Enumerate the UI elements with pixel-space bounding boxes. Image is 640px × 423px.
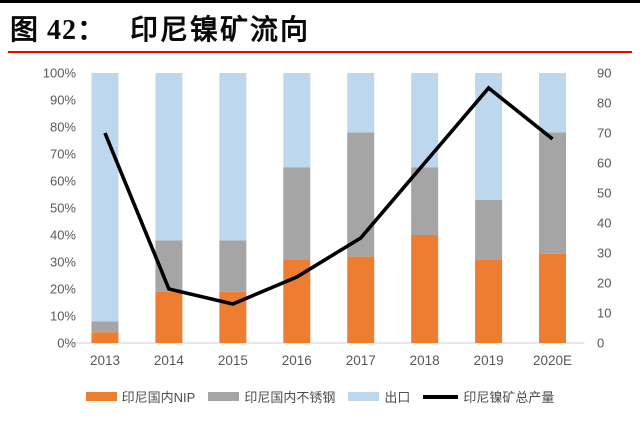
bar-segment [283, 167, 311, 260]
bar-segment [91, 332, 119, 343]
red-underline-rule [8, 51, 632, 53]
y-axis-right-tick: 10 [597, 306, 611, 321]
y-axis-left-tick: 50% [50, 201, 76, 216]
x-axis-label: 2017 [346, 353, 376, 368]
y-axis-right-tick: 70 [597, 126, 611, 141]
legend-label-stainless: 印尼国内不锈钢 [244, 390, 336, 405]
y-axis-left-tick: 40% [50, 228, 76, 243]
bar-segment [539, 132, 567, 254]
x-axis-label: 2015 [218, 353, 248, 368]
bar-segment [475, 73, 503, 200]
bar-segment [347, 73, 375, 133]
legend-label-production: 印尼镍矿总产量 [463, 390, 555, 405]
y-axis-right-tick: 0 [597, 336, 604, 351]
bar-segment [475, 199, 503, 260]
stainless-swatch-icon [208, 392, 240, 401]
legend-label-nip: 印尼国内NIP [121, 390, 196, 405]
bar-segment [347, 256, 375, 343]
bar-segment [539, 73, 567, 133]
y-axis-left-tick: 70% [50, 147, 76, 162]
legend-item-production-line: 印尼镍矿总产量 [423, 387, 554, 406]
chart-legend: 印尼国内NIP 印尼国内不锈钢 出口 印尼镍矿总产量 [0, 387, 640, 406]
bar-segment [219, 73, 247, 241]
x-axis-label: 2018 [410, 353, 440, 368]
top-rule [0, 0, 640, 3]
figure-header: 图 42： 印尼镍矿流向 [10, 8, 632, 48]
y-axis-right-tick: 50 [597, 186, 611, 201]
production-line [103, 85, 554, 306]
y-axis-right-tick: 80 [597, 96, 611, 111]
x-axis-label: 2013 [90, 353, 120, 368]
y-axis-left-tick: 90% [50, 93, 76, 108]
bar-segment [475, 259, 503, 343]
bar-segment [219, 240, 247, 292]
y-axis-left-tick: 20% [50, 282, 76, 297]
y-axis-left-tick: 100% [43, 66, 77, 81]
nickel-flow-chart: 0% 10% 20% 30% 40% 50% 60% 70% 80% 90% 100% 0 10 20 30… [43, 66, 612, 369]
export-swatch-icon [348, 392, 380, 401]
bar-segment [539, 253, 567, 343]
legend-item-nip: 印尼国内NIP [85, 387, 196, 406]
x-axis-label: 2016 [282, 353, 312, 368]
y-axis-left-tick: 60% [50, 174, 76, 189]
bar-segment [91, 73, 119, 322]
y-axis-left-tick: 30% [50, 255, 76, 270]
nip-swatch-icon [85, 392, 117, 401]
production-line-swatch-icon [423, 394, 459, 399]
x-axis-label: 2020E [533, 353, 572, 368]
y-axis-left-tick: 0% [57, 336, 76, 351]
y-axis-left-tick: 10% [50, 309, 76, 324]
legend-label-export: 出口 [384, 390, 411, 405]
legend-item-export: 出口 [348, 387, 410, 406]
y-axis-right-tick: 20 [597, 276, 611, 291]
x-axis-label: 2019 [474, 353, 504, 368]
bar-segment [411, 235, 439, 343]
y-axis-right-tick: 90 [597, 66, 611, 81]
bar-segment [411, 167, 439, 235]
x-axis-label: 2014 [154, 353, 185, 368]
figure-label: 图 42： [10, 15, 107, 46]
figure-title: 印尼镍矿流向 [130, 15, 311, 46]
y-axis-right-tick: 30 [597, 246, 611, 261]
y-axis-right-tick: 60 [597, 156, 611, 171]
bar-segment [155, 73, 183, 241]
bar-segment [283, 73, 311, 168]
bar-segment [155, 291, 183, 343]
y-axis-left-tick: 80% [50, 120, 76, 135]
bar-segment [91, 321, 119, 333]
legend-item-stainless: 印尼国内不锈钢 [208, 387, 335, 406]
y-axis-right-tick: 40 [597, 216, 611, 231]
